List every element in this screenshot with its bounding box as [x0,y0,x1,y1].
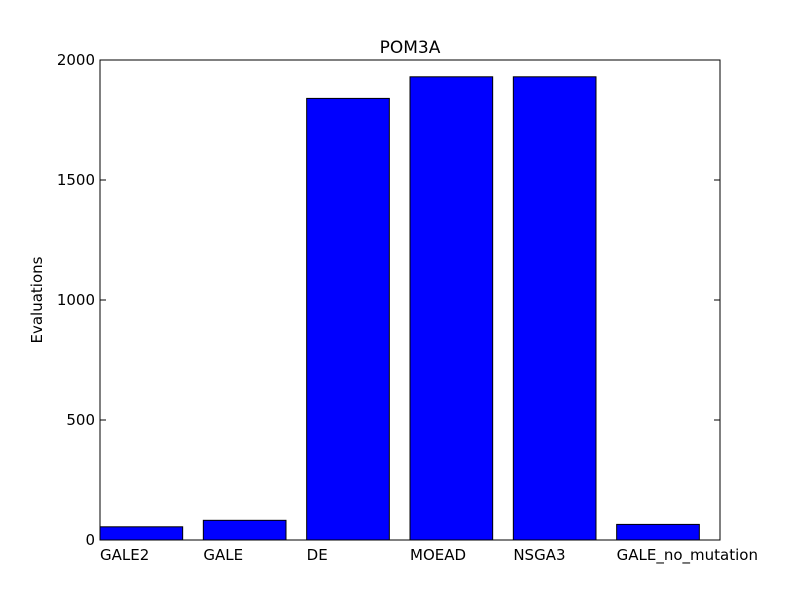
y-tick-label: 0 [85,531,95,549]
y-tick-label: 1500 [57,171,95,189]
x-tick-label: DE [307,546,328,564]
bar-gale2 [99,526,184,541]
y-axis-label: Evaluations [28,256,46,343]
bar-group [99,76,700,541]
y-tick-label: 2000 [57,51,95,69]
x-tick-label: GALE2 [100,546,149,564]
chart-title: POM3A [380,38,441,58]
bar-moead [409,76,494,541]
x-tick-label: MOEAD [410,546,466,564]
bar-nsga3 [512,76,597,541]
x-tick-label: GALE [203,546,243,564]
x-axis-labels: GALE2 GALE DE MOEAD NSGA3 GALE_no_mutation [100,546,758,565]
x-tick-label: GALE_no_mutation [617,546,758,565]
y-axis-ticks: 0 500 1000 1500 2000 [57,51,720,549]
x-tick-label: NSGA3 [513,546,565,564]
y-tick-label: 500 [66,411,95,429]
bar-gale-no-mutation [616,523,700,541]
y-tick-label: 1000 [57,291,95,309]
bar-de [306,97,390,541]
bar-gale [202,519,287,541]
